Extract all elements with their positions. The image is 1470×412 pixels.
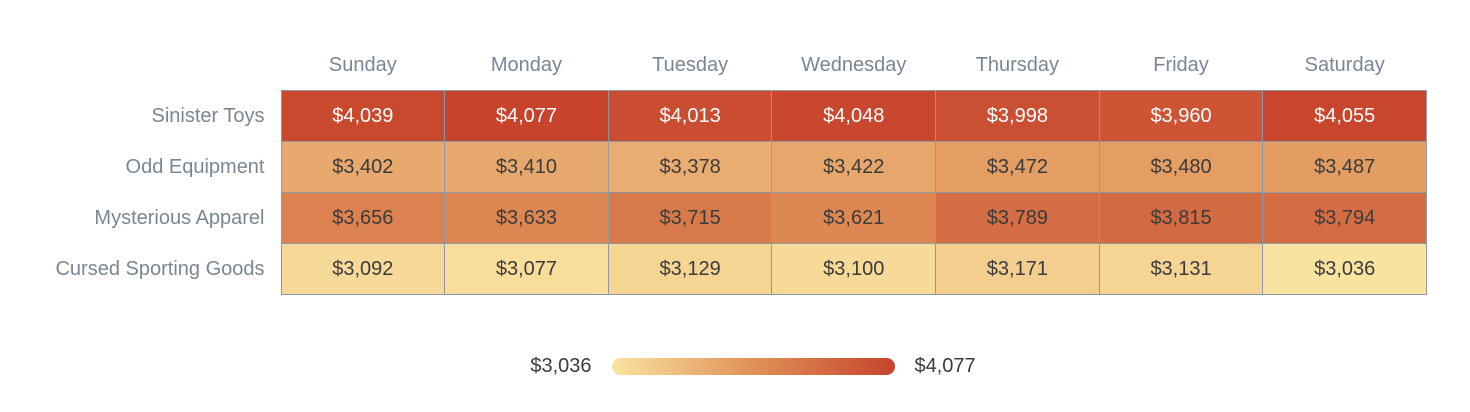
heatmap-body: Sinister Toys $4,039 $4,077 $4,013 $4,048 $3,… bbox=[0, 90, 1427, 295]
column-header-friday: Friday bbox=[1153, 54, 1209, 76]
heatmap-cell: $3,036 bbox=[1262, 243, 1427, 295]
column-header-sunday: Sunday bbox=[328, 54, 397, 76]
heatmap-cell: $4,013 bbox=[607, 90, 773, 142]
heatmap-row: Odd Equipment $3,402 $3,410 $3,378 $3,422 $3,… bbox=[0, 141, 1427, 193]
column-header-tuesday: Tuesday bbox=[652, 54, 729, 76]
heatmap-cell: $3,092 bbox=[280, 243, 446, 295]
heatmap-cell: $3,171 bbox=[935, 243, 1100, 295]
heatmap-cell: $3,633 bbox=[444, 192, 609, 244]
column-header-saturday: Saturday bbox=[1304, 54, 1385, 76]
column-header-wednesday: Wednesday bbox=[801, 54, 907, 76]
heatmap-cell: $3,998 bbox=[935, 90, 1100, 142]
heatmap-cell: $3,789 bbox=[935, 192, 1100, 244]
color-legend: $3,036 $4,077 bbox=[0, 355, 1470, 378]
heatmap-row: Cursed Sporting Goods $3,092 $3,077 $3,129 $… bbox=[0, 243, 1427, 295]
heatmap-cell: $3,422 bbox=[771, 141, 937, 193]
heatmap-cell: $3,402 bbox=[280, 141, 446, 193]
heatmap-cell: $3,656 bbox=[280, 192, 446, 244]
heatmap-cell: $4,048 bbox=[771, 90, 937, 142]
heatmap-cell: $3,100 bbox=[771, 243, 937, 295]
heatmap-cell: $3,794 bbox=[1262, 192, 1427, 244]
heatmap-cell: $3,131 bbox=[1098, 243, 1264, 295]
heatmap-cell: $4,077 bbox=[444, 90, 609, 142]
legend-min-label: $3,036 bbox=[530, 355, 592, 377]
heatmap-cell: $3,077 bbox=[444, 243, 609, 295]
heatmap-cell: $3,410 bbox=[444, 141, 609, 193]
heatmap-cell: $3,378 bbox=[607, 141, 773, 193]
heatmap-cell: $3,472 bbox=[935, 141, 1100, 193]
heatmap-header-row: Sunday Monday Tuesday Wednesday Thursday Frid… bbox=[0, 0, 1427, 91]
column-header-thursday: Thursday bbox=[975, 54, 1060, 76]
heatmap-row: Mysterious Apparel $3,656 $3,633 $3,715 $3,6… bbox=[0, 192, 1427, 244]
heatmap-corner-cell bbox=[0, 0, 281, 91]
heatmap-cell: $3,129 bbox=[607, 243, 773, 295]
heatmap-row: Sinister Toys $4,039 $4,077 $4,013 $4,048 $3,… bbox=[0, 90, 1427, 142]
heatmap-table: Sunday Monday Tuesday Wednesday Thursday Frid… bbox=[0, 0, 1427, 295]
column-header-monday: Monday bbox=[490, 54, 563, 76]
heatmap-cell: $3,960 bbox=[1098, 90, 1264, 142]
heatmap-cell: $3,815 bbox=[1098, 192, 1264, 244]
heatmap-cell: $3,621 bbox=[771, 192, 937, 244]
heatmap-header: Sunday Monday Tuesday Wednesday Thursday Frid… bbox=[0, 0, 1427, 91]
legend-max-label: $4,077 bbox=[914, 355, 976, 377]
row-label: Cursed Sporting Goods bbox=[55, 257, 265, 280]
legend-gradient-bar bbox=[611, 358, 895, 375]
heatmap-cell: $3,715 bbox=[607, 192, 773, 244]
heatmap-cell: $3,480 bbox=[1098, 141, 1264, 193]
row-label: Sinister Toys bbox=[151, 104, 265, 127]
heatmap-cell: $4,039 bbox=[280, 90, 446, 142]
row-label: Mysterious Apparel bbox=[94, 206, 265, 229]
heatmap-cell: $3,487 bbox=[1262, 141, 1427, 193]
heatmap-cell: $4,055 bbox=[1262, 90, 1427, 142]
row-label: Odd Equipment bbox=[125, 155, 265, 178]
